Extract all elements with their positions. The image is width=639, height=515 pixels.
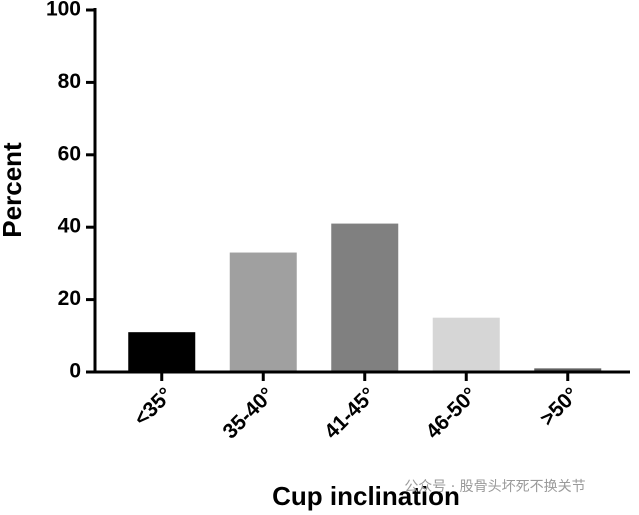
x-axis-title: Cup inclination: [272, 481, 460, 511]
x-tick-label: 41-45°: [320, 383, 380, 443]
y-tick-label: 40: [58, 215, 81, 238]
x-tick-label: 35-40°: [219, 383, 279, 443]
x-tick-label: 46-50°: [422, 383, 482, 443]
y-tick-label: 0: [69, 360, 81, 383]
bar: [128, 332, 196, 372]
bar: [534, 368, 602, 372]
y-tick-label: 100: [46, 0, 81, 21]
x-tick-label: <35°: [130, 383, 177, 430]
bar: [331, 223, 399, 372]
y-axis-title: Percent: [0, 142, 27, 238]
x-tick-label: >50°: [536, 383, 583, 430]
y-tick-label: 80: [58, 70, 81, 93]
y-tick-label: 20: [58, 287, 81, 310]
watermark: 公众号 · 股骨头坏死不换关节: [404, 478, 585, 495]
bar: [229, 252, 297, 372]
bar: [432, 317, 500, 372]
y-tick-label: 60: [58, 142, 81, 165]
